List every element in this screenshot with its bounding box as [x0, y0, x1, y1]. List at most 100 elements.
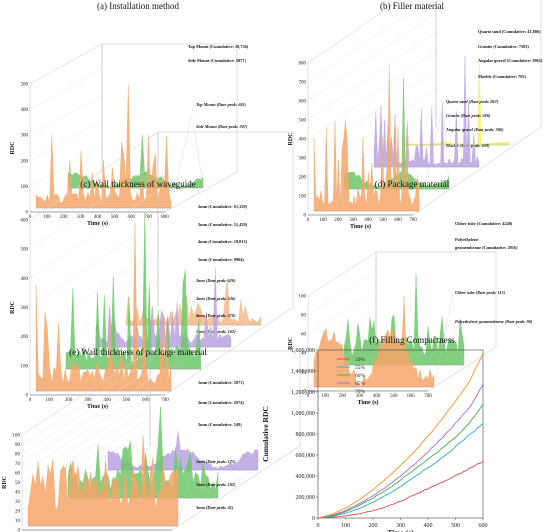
- series-area: [313, 295, 435, 388]
- panel-a: 0 100 200 300 400 500 Side Mount (Date peak: 2…: [10, 1, 249, 227]
- x-tick-label: 500: [123, 398, 131, 403]
- y-tick-label: 500: [21, 248, 29, 253]
- x-tick-label: 200: [65, 398, 73, 403]
- series-cumulative-label: Angular gravel (Cumulative: 5902): [478, 58, 543, 63]
- x-axis-label: Time (s): [350, 223, 371, 230]
- series-area: [125, 277, 262, 326]
- y-tick-label: 800: [299, 62, 307, 67]
- y-tick-label: 1,200,000: [291, 390, 315, 396]
- series-area: [35, 222, 172, 392]
- x-tick-label: 100: [43, 215, 51, 220]
- series-cumulative-label: 5mm (Cumulative: 9904): [198, 257, 244, 262]
- y-tick-label: 100: [13, 434, 21, 439]
- x-tick-label: 700: [144, 215, 152, 220]
- x-tick-label: 700: [424, 394, 432, 399]
- y-tick-label: 10: [15, 519, 21, 524]
- x-tick-label: 300: [396, 523, 405, 529]
- y-tick-label: 600: [21, 219, 29, 224]
- panel-title: (b) Filler material: [380, 1, 444, 11]
- series-cumulative-label: Granite (Cumulative: 7583): [478, 44, 529, 49]
- x-tick-label: 300: [349, 218, 357, 223]
- y-tick-label: 0: [26, 394, 29, 399]
- y-axis-label: RDC: [2, 476, 8, 489]
- series-cumulative-label: Ubber tube (Cumulative: 4248): [455, 221, 513, 226]
- y-tick-label: 30: [15, 500, 21, 505]
- series-cumulative-label: Polyethylene: [455, 237, 478, 242]
- y-tick-label: 200: [21, 335, 29, 340]
- x-tick-label: 0: [317, 523, 320, 529]
- series-peak-label: Ubber tube (Date peak: 115): [455, 290, 506, 295]
- y-axis-label: RDC: [10, 301, 16, 314]
- panel-title: (e) Wall thickness of package material: [69, 347, 207, 357]
- x-tick-label: 0: [307, 218, 310, 223]
- series-peak-label: 2mm (Date peak: 620): [195, 278, 236, 283]
- x-tick-label: 0: [307, 394, 310, 399]
- y-tick-label: 0: [18, 529, 21, 532]
- x-tick-label: 600: [142, 398, 150, 403]
- x-axis-label: Time (s): [387, 528, 414, 532]
- y-tick-label: 100: [21, 364, 29, 369]
- x-tick-label: 500: [451, 523, 460, 529]
- y-tick-label: 200: [21, 159, 29, 164]
- y-tick-label: 0: [304, 214, 307, 219]
- x-tick-label: 800: [161, 215, 169, 220]
- panel-title: (a) Installation method: [97, 1, 179, 11]
- x-axis-label: Time (s): [87, 220, 108, 227]
- y-tick-label: 1,400,000: [291, 369, 315, 375]
- x-tick-label: 200: [369, 523, 378, 529]
- x-tick-label: 400: [103, 398, 111, 403]
- y-axis-label: RDC: [288, 133, 294, 146]
- y-tick-label: 60: [15, 472, 21, 477]
- x-tick-label: 200: [334, 218, 342, 223]
- panel-title: (d) Package material: [375, 179, 450, 189]
- series-cumulative-label: 1mm (Cumulative: 5871): [198, 380, 244, 385]
- y-tick-label: 400: [21, 277, 29, 282]
- x-tick-label: 300: [77, 215, 85, 220]
- y-tick-label: 90: [15, 443, 21, 448]
- series-area: [313, 65, 420, 212]
- y-tick-label: 400: [21, 108, 29, 113]
- panel-title: (c) Wall thickness of waveguide: [80, 179, 196, 189]
- series-cumulative-label: 3mm (Cumulative: 549): [198, 422, 242, 427]
- y-tick-label: 0: [26, 211, 29, 216]
- x-tick-label: 600: [128, 215, 136, 220]
- y-tick-label: 80: [301, 314, 307, 319]
- series-peak-label: Angular gravel (Date peak: 586): [445, 127, 504, 132]
- series-area: [27, 434, 179, 527]
- x-tick-label: 600: [394, 218, 402, 223]
- series-cumulative-label: Marble (Cumulative: 702): [478, 74, 527, 79]
- y-tick-label: 500: [299, 119, 307, 124]
- x-tick-label: 300: [356, 394, 364, 399]
- y-tick-label: 700: [299, 81, 307, 86]
- legend-item: 65%: [355, 381, 366, 387]
- series-peak-label: 1mm (Date peak: 125): [196, 459, 236, 464]
- x-tick-label: 100: [319, 218, 327, 223]
- x-tick-label: 500: [379, 218, 387, 223]
- series-peak-label: 2mm (Date peak: 102): [195, 482, 236, 487]
- series-peak-label: Granite (Date peak: 586): [446, 113, 491, 118]
- series-cumulative-label: 3mm (Cumulative: 51,439): [198, 222, 248, 227]
- x-tick-label: 400: [373, 394, 381, 399]
- y-tick-label: 300: [21, 306, 29, 311]
- series-peak-label: 3mm (Date peak: 536): [195, 296, 236, 301]
- series-line: [317, 353, 484, 519]
- x-tick-label: 700: [409, 218, 417, 223]
- series-area: [343, 77, 450, 190]
- x-tick-label: 200: [60, 215, 68, 220]
- x-tick-label: 700: [161, 398, 169, 403]
- y-tick-label: 40: [301, 352, 307, 357]
- y-tick-label: 100: [299, 295, 307, 300]
- series-peak-label: Top Mount (Date peak: 681): [196, 102, 247, 107]
- x-axis-label: Time (s): [357, 399, 378, 406]
- y-axis-label: Cumulative RDC: [261, 406, 270, 462]
- y-tick-label: 300: [21, 134, 29, 139]
- y-tick-label: 500: [21, 83, 29, 88]
- y-tick-label: 200: [299, 176, 307, 181]
- x-tick-label: 0: [29, 215, 32, 220]
- legend-item: 55%: [355, 365, 366, 371]
- series-cumulative-label: 4mm (Cumulative: 18,013): [198, 239, 248, 244]
- series-cumulative-label: Quartz sand (Cumulative: 41,806): [478, 29, 541, 34]
- y-tick-label: 50: [15, 481, 21, 486]
